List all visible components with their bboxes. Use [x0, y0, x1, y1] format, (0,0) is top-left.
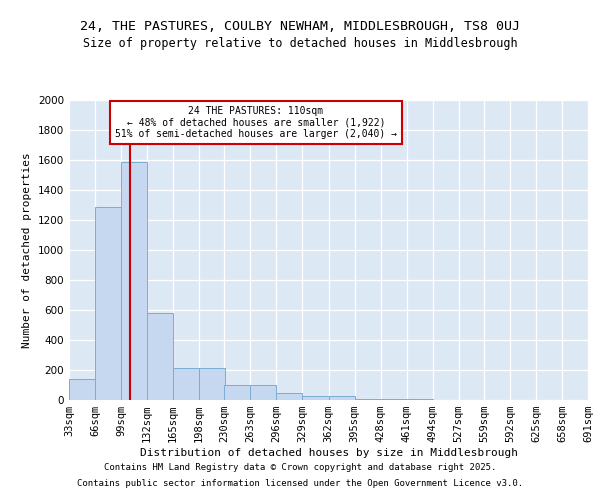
Bar — [95, 206, 121, 400]
Bar — [380, 399, 407, 400]
Bar — [355, 398, 380, 400]
Bar — [277, 392, 302, 400]
Y-axis label: Number of detached properties: Number of detached properties — [22, 152, 32, 348]
Bar — [121, 162, 147, 400]
Bar — [302, 396, 329, 400]
Text: 24 THE PASTURES: 110sqm
← 48% of detached houses are smaller (1,922)
51% of semi: 24 THE PASTURES: 110sqm ← 48% of detache… — [115, 106, 397, 139]
X-axis label: Distribution of detached houses by size in Middlesbrough: Distribution of detached houses by size … — [139, 448, 517, 458]
Bar — [147, 313, 173, 400]
Bar — [69, 379, 95, 400]
Bar — [173, 368, 199, 400]
Bar — [224, 385, 250, 400]
Text: 24, THE PASTURES, COULBY NEWHAM, MIDDLESBROUGH, TS8 0UJ: 24, THE PASTURES, COULBY NEWHAM, MIDDLES… — [80, 20, 520, 32]
Bar — [407, 399, 433, 400]
Text: Contains HM Land Registry data © Crown copyright and database right 2025.: Contains HM Land Registry data © Crown c… — [104, 464, 496, 472]
Bar — [199, 368, 225, 400]
Bar — [329, 396, 355, 400]
Text: Size of property relative to detached houses in Middlesbrough: Size of property relative to detached ho… — [83, 37, 517, 50]
Bar — [250, 385, 277, 400]
Text: Contains public sector information licensed under the Open Government Licence v3: Contains public sector information licen… — [77, 478, 523, 488]
